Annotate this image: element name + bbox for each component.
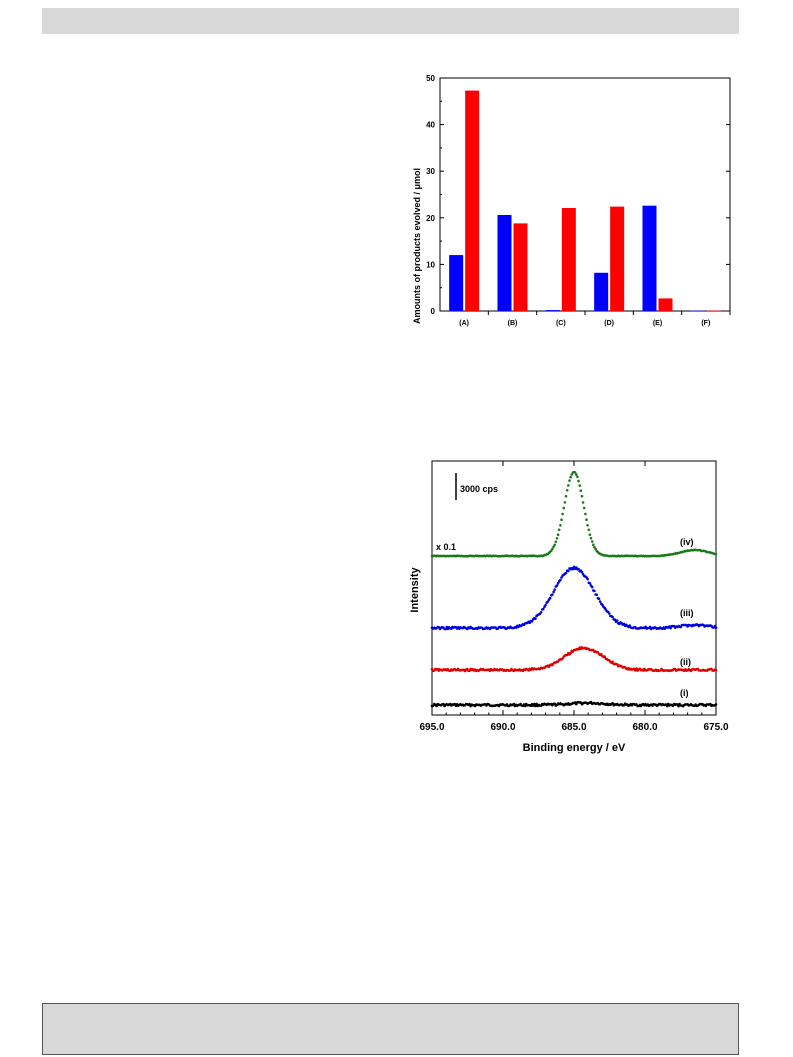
y-tick-label: 0 <box>431 307 436 316</box>
spectrum-series <box>430 646 718 673</box>
xps-plot-frame <box>431 460 717 716</box>
series-label: (iii) <box>680 608 694 618</box>
x-tick-label: (B) <box>508 320 518 327</box>
bar <box>642 205 657 311</box>
bar <box>610 206 625 311</box>
x-tick-label: (A) <box>459 320 469 327</box>
xps-chart: Intensity Binding energy / eV 695.0 690.0… <box>409 460 729 754</box>
bar-plot-frame <box>439 77 731 312</box>
series-label: (iv) <box>680 537 694 547</box>
y-tick-label: 30 <box>426 167 435 176</box>
bar <box>594 272 609 311</box>
x-tick-label: 685.0 <box>561 722 586 733</box>
spectrum-series <box>430 565 718 631</box>
bar <box>545 310 560 311</box>
bar <box>465 90 480 311</box>
x-tick-label: (C) <box>556 320 566 327</box>
spectrum-series <box>430 700 718 708</box>
y-tick-label: 20 <box>426 214 435 223</box>
bar <box>561 208 576 311</box>
x-tick-label: (F) <box>701 320 710 327</box>
x-tick-label: (E) <box>653 320 662 327</box>
footer-box <box>42 1003 739 1055</box>
series-label: (i) <box>680 688 689 698</box>
bar <box>658 298 673 311</box>
y-tick-label: 40 <box>426 121 435 130</box>
x-tick-label: (D) <box>604 320 614 327</box>
x-tick-label: 695.0 <box>419 722 444 733</box>
series-label: (ii) <box>680 657 691 667</box>
bar-chart-ylabel: Amounts of products evolved / μmol <box>412 168 422 324</box>
bar <box>497 215 512 311</box>
xps-chart-ylabel: Intensity <box>409 567 421 613</box>
bar <box>706 310 721 312</box>
x-tick-label: 690.0 <box>490 722 515 733</box>
bar-chart: Amounts of products evolved / μmol 0 10 20… <box>412 74 731 327</box>
scale-annotation: x 0.1 <box>436 542 456 552</box>
header-bar <box>42 8 739 34</box>
y-tick-label: 10 <box>426 260 435 269</box>
xps-chart-xlabel: Binding energy / eV <box>523 742 626 754</box>
bar <box>513 223 528 311</box>
x-tick-label: 675.0 <box>703 722 728 733</box>
y-tick-label: 50 <box>426 74 435 83</box>
bar <box>449 255 464 311</box>
scale-bar-label: 3000 cps <box>460 484 498 494</box>
spectrum-series <box>430 470 718 558</box>
x-tick-label: 680.0 <box>632 722 657 733</box>
bar <box>690 310 705 312</box>
